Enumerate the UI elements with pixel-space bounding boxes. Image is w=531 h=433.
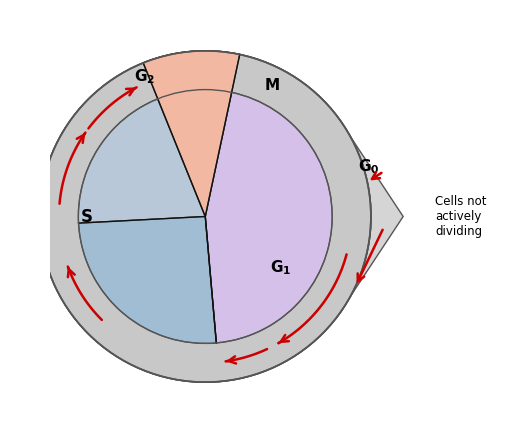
Wedge shape: [79, 99, 205, 223]
Text: M: M: [264, 78, 279, 93]
Circle shape: [40, 51, 371, 382]
Text: $\mathbf{G_1}$: $\mathbf{G_1}$: [270, 259, 291, 278]
Text: S: S: [81, 207, 93, 226]
Wedge shape: [205, 92, 332, 343]
Text: $\mathbf{G_0}$: $\mathbf{G_0}$: [358, 158, 380, 176]
Wedge shape: [79, 99, 205, 223]
Wedge shape: [79, 216, 216, 343]
Polygon shape: [336, 114, 403, 319]
Wedge shape: [143, 51, 239, 216]
Wedge shape: [205, 92, 332, 343]
Wedge shape: [143, 51, 239, 216]
Wedge shape: [158, 90, 232, 216]
Text: Cells not
actively
dividing: Cells not actively dividing: [435, 195, 487, 238]
Circle shape: [40, 51, 371, 382]
Text: $\mathbf{G_2}$: $\mathbf{G_2}$: [134, 67, 156, 86]
Wedge shape: [79, 216, 216, 343]
Wedge shape: [158, 90, 232, 216]
